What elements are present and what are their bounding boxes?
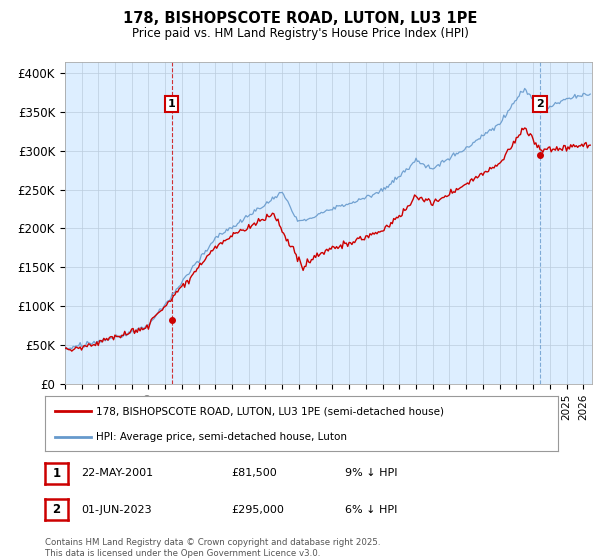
Text: 9% ↓ HPI: 9% ↓ HPI (345, 468, 398, 478)
Text: 178, BISHOPSCOTE ROAD, LUTON, LU3 1PE: 178, BISHOPSCOTE ROAD, LUTON, LU3 1PE (123, 11, 477, 26)
Text: 1: 1 (52, 466, 61, 480)
Text: HPI: Average price, semi-detached house, Luton: HPI: Average price, semi-detached house,… (96, 432, 347, 441)
Text: 1: 1 (168, 99, 176, 109)
Text: Contains HM Land Registry data © Crown copyright and database right 2025.
This d: Contains HM Land Registry data © Crown c… (45, 538, 380, 558)
Text: £295,000: £295,000 (231, 505, 284, 515)
Text: 22-MAY-2001: 22-MAY-2001 (81, 468, 153, 478)
Text: 2: 2 (536, 99, 544, 109)
Text: Price paid vs. HM Land Registry's House Price Index (HPI): Price paid vs. HM Land Registry's House … (131, 27, 469, 40)
Text: £81,500: £81,500 (231, 468, 277, 478)
Text: 2: 2 (52, 503, 61, 516)
Text: 6% ↓ HPI: 6% ↓ HPI (345, 505, 397, 515)
Text: 01-JUN-2023: 01-JUN-2023 (81, 505, 152, 515)
Text: 178, BISHOPSCOTE ROAD, LUTON, LU3 1PE (semi-detached house): 178, BISHOPSCOTE ROAD, LUTON, LU3 1PE (s… (96, 407, 444, 416)
